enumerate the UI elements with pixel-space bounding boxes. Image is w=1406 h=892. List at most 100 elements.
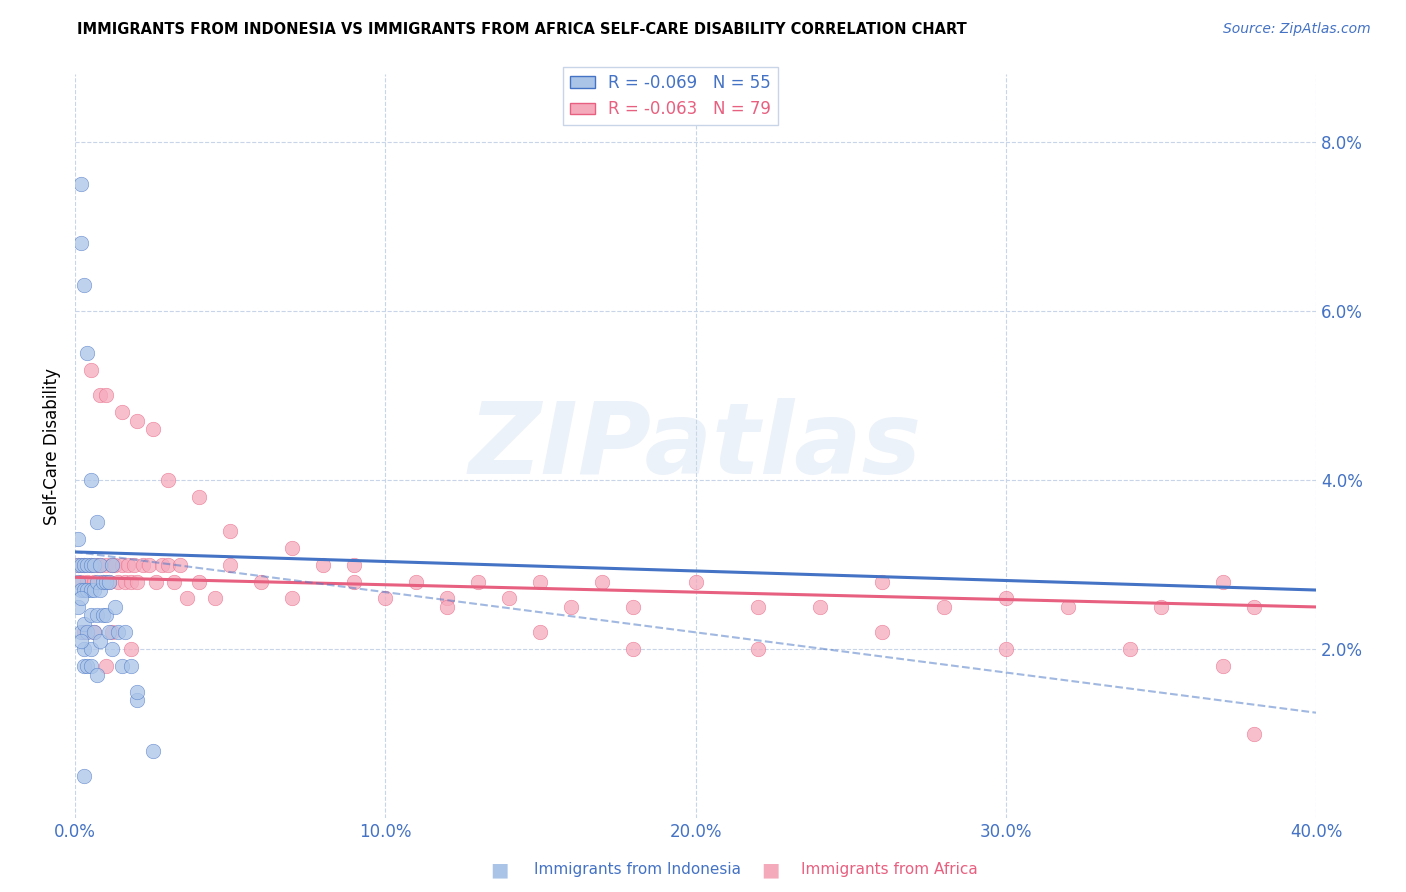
Point bbox=[1212, 659, 1234, 673]
Point bbox=[73, 625, 96, 640]
Point bbox=[79, 608, 101, 623]
Point bbox=[114, 625, 136, 640]
Point bbox=[188, 574, 211, 589]
Point bbox=[204, 591, 226, 606]
Legend: R = -0.069   N = 55, R = -0.063   N = 79: R = -0.069 N = 55, R = -0.063 N = 79 bbox=[564, 68, 778, 125]
Point bbox=[623, 642, 645, 657]
Point bbox=[312, 558, 335, 572]
Point bbox=[1150, 599, 1173, 614]
Point bbox=[157, 558, 180, 572]
Point bbox=[91, 574, 114, 589]
Point bbox=[117, 558, 139, 572]
Point bbox=[101, 625, 124, 640]
Point bbox=[70, 591, 93, 606]
Point bbox=[67, 558, 90, 572]
Point bbox=[219, 558, 242, 572]
Point bbox=[110, 659, 132, 673]
Point bbox=[89, 388, 111, 402]
Point bbox=[76, 659, 98, 673]
Point bbox=[374, 591, 396, 606]
Point bbox=[70, 582, 93, 597]
Point bbox=[86, 558, 108, 572]
Text: Immigrants from Africa: Immigrants from Africa bbox=[801, 863, 979, 877]
Point bbox=[67, 574, 90, 589]
Point bbox=[73, 558, 96, 572]
Point bbox=[76, 558, 98, 572]
Point bbox=[94, 608, 117, 623]
Point bbox=[73, 278, 96, 293]
Point bbox=[79, 558, 101, 572]
Point bbox=[870, 574, 893, 589]
Point bbox=[145, 574, 167, 589]
Point bbox=[101, 642, 124, 657]
Point bbox=[560, 599, 582, 614]
Point bbox=[98, 574, 121, 589]
Point bbox=[1212, 574, 1234, 589]
Point bbox=[73, 659, 96, 673]
Point bbox=[83, 625, 105, 640]
Point bbox=[436, 591, 458, 606]
Point bbox=[91, 608, 114, 623]
Point bbox=[685, 574, 707, 589]
Point bbox=[79, 582, 101, 597]
Point bbox=[281, 591, 304, 606]
Point bbox=[76, 574, 98, 589]
Point bbox=[122, 558, 145, 572]
Point bbox=[132, 558, 155, 572]
Point bbox=[79, 558, 101, 572]
Point bbox=[1243, 727, 1265, 741]
Point bbox=[70, 177, 93, 191]
Point bbox=[89, 558, 111, 572]
Point bbox=[125, 574, 148, 589]
Point bbox=[110, 405, 132, 419]
Point bbox=[83, 582, 105, 597]
Point bbox=[591, 574, 613, 589]
Point bbox=[107, 574, 129, 589]
Point bbox=[107, 625, 129, 640]
Point bbox=[79, 659, 101, 673]
Text: Immigrants from Indonesia: Immigrants from Indonesia bbox=[534, 863, 741, 877]
Point bbox=[104, 599, 127, 614]
Point bbox=[343, 558, 366, 572]
Point bbox=[436, 599, 458, 614]
Point bbox=[94, 659, 117, 673]
Point bbox=[67, 558, 90, 572]
Text: ZIPatlas: ZIPatlas bbox=[470, 398, 922, 495]
Point bbox=[94, 574, 117, 589]
Text: ■: ■ bbox=[489, 860, 509, 880]
Y-axis label: Self-Care Disability: Self-Care Disability bbox=[44, 368, 60, 524]
Point bbox=[89, 633, 111, 648]
Point bbox=[125, 684, 148, 698]
Point bbox=[91, 574, 114, 589]
Point bbox=[70, 625, 93, 640]
Point bbox=[104, 558, 127, 572]
Point bbox=[73, 558, 96, 572]
Point bbox=[994, 642, 1017, 657]
Point bbox=[176, 591, 198, 606]
Point bbox=[94, 388, 117, 402]
Point bbox=[73, 582, 96, 597]
Point bbox=[79, 642, 101, 657]
Point bbox=[89, 558, 111, 572]
Point bbox=[994, 591, 1017, 606]
Point bbox=[83, 558, 105, 572]
Point bbox=[250, 574, 273, 589]
Point bbox=[219, 524, 242, 538]
Point bbox=[76, 625, 98, 640]
Point bbox=[73, 642, 96, 657]
Point bbox=[870, 625, 893, 640]
Point bbox=[125, 414, 148, 428]
Point bbox=[76, 346, 98, 360]
Point bbox=[67, 599, 90, 614]
Point bbox=[86, 574, 108, 589]
Point bbox=[120, 642, 142, 657]
Point bbox=[94, 558, 117, 572]
Point bbox=[1119, 642, 1142, 657]
Point bbox=[150, 558, 173, 572]
Point bbox=[120, 574, 142, 589]
Point bbox=[70, 558, 93, 572]
Point bbox=[142, 422, 165, 436]
Point bbox=[86, 667, 108, 681]
Point bbox=[343, 574, 366, 589]
Point bbox=[281, 541, 304, 555]
